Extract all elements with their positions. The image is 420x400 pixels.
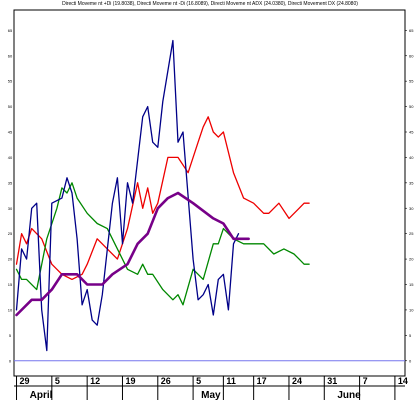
y-tick-label-right: 35 [409, 180, 414, 185]
y-tick-label-right: 50 [409, 104, 414, 109]
y-tick-label-left: 30 [8, 206, 13, 211]
y-tick-label-left: 35 [8, 180, 13, 185]
x-tick-label: 31 [327, 376, 337, 386]
x-tick-label: 7 [363, 376, 368, 386]
y-tick-label-left: 20 [8, 257, 13, 262]
y-tick-label-left: 0 [9, 358, 12, 363]
x-tick-label: 12 [90, 376, 100, 386]
y-tick-label-left: 15 [8, 282, 13, 287]
y-tick-label-left: 40 [8, 155, 13, 160]
x-tick-label: 11 [226, 376, 236, 386]
y-tick-label-left: 60 [8, 53, 13, 58]
y-tick-label-left: 55 [8, 79, 13, 84]
x-tick-label: 5 [55, 376, 60, 386]
month-label: April [30, 390, 53, 400]
x-tick-label: 26 [161, 376, 171, 386]
y-tick-label-right: 30 [409, 206, 414, 211]
series-line-3 [15, 39, 240, 352]
y-tick-label-right: 15 [409, 282, 414, 287]
y-tick-label-right: 5 [409, 333, 412, 338]
y-tick-label-right: 60 [409, 53, 414, 58]
month-label: June [337, 390, 361, 400]
series-line-4 [15, 191, 250, 317]
y-tick-label-left: 5 [9, 333, 12, 338]
y-tick-label-right: 40 [409, 155, 414, 160]
y-tick-label-right: 0 [409, 358, 412, 363]
y-tick-label-right: 25 [409, 231, 414, 236]
plot-frame [13, 9, 406, 377]
y-tick-label-left: 45 [8, 130, 13, 135]
x-tick-label: 17 [257, 376, 267, 386]
y-tick-label-right: 20 [409, 257, 414, 262]
month-label: May [201, 390, 221, 400]
x-tick-label: 14 [398, 376, 408, 386]
chart-title: Directi Moveme nt +Di (19.8038), Directi… [62, 1, 358, 7]
y-tick-label-right: 10 [409, 307, 414, 312]
x-tick-label: 24 [292, 376, 302, 386]
series-line-2 [15, 182, 310, 306]
series-line-1 [15, 116, 310, 281]
y-tick-label-left: 10 [8, 307, 13, 312]
y-tick-label-right: 55 [409, 79, 414, 84]
y-tick-label-left: 25 [8, 231, 13, 236]
x-tick-label: 29 [20, 376, 30, 386]
y-tick-label-right: 45 [409, 130, 414, 135]
y-tick-label-right: 65 [409, 28, 414, 33]
x-tick-label: 5 [196, 376, 201, 386]
x-tick-label: 19 [125, 376, 135, 386]
y-tick-label-left: 65 [8, 28, 13, 33]
y-tick-label-left: 50 [8, 104, 13, 109]
